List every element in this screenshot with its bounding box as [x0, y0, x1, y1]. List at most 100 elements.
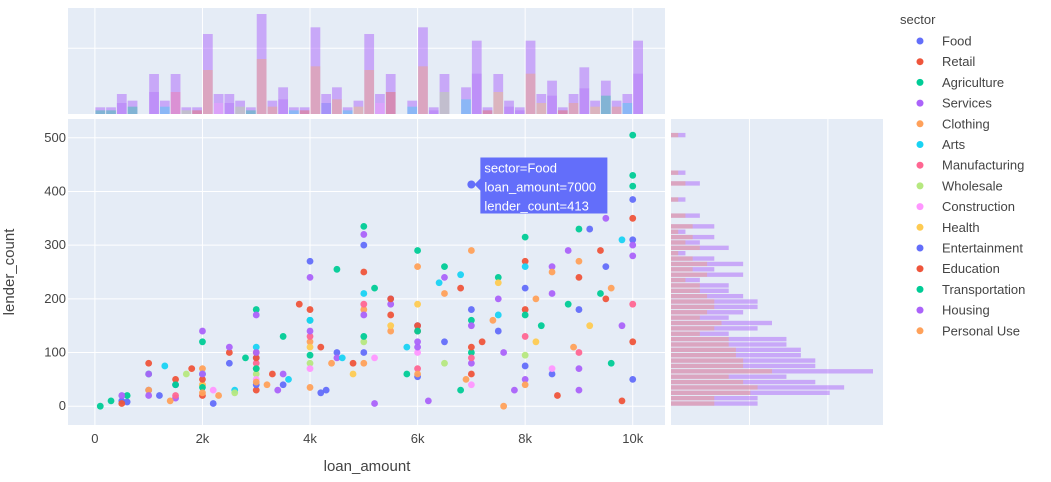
data-point — [575, 225, 583, 233]
histogram-bar — [671, 293, 708, 299]
data-point — [199, 389, 206, 397]
data-point — [295, 300, 303, 308]
legend-item-label: Entertainment — [942, 241, 1023, 256]
histogram-bar — [159, 100, 170, 114]
data-point — [360, 338, 368, 346]
histogram-bar — [547, 95, 557, 114]
data-point — [317, 389, 325, 397]
histogram-bar — [671, 267, 693, 272]
data-point — [225, 359, 233, 367]
histogram-bar — [671, 181, 686, 186]
histogram-bar — [671, 401, 715, 406]
histogram-bar — [671, 374, 729, 379]
histogram-bar — [671, 390, 751, 395]
histogram-bar — [579, 67, 590, 114]
data-point — [521, 284, 529, 292]
histogram-bar — [671, 288, 729, 293]
histogram-bar — [482, 107, 493, 114]
histogram-bar — [514, 110, 525, 114]
histogram-bar — [385, 74, 396, 114]
data-point — [209, 386, 217, 394]
x-tick-label: 8k — [518, 431, 532, 446]
histogram-bar — [439, 92, 450, 114]
data-point — [387, 322, 395, 330]
histogram-bar — [375, 94, 385, 114]
data-point — [172, 381, 179, 389]
histogram-bar — [170, 92, 181, 114]
hover-tooltip: sector=Food loan_amount=7000 lender_count=… — [467, 157, 608, 214]
legend-title: sector — [900, 12, 936, 27]
histogram-bar — [590, 100, 600, 114]
data-point — [414, 263, 421, 271]
histogram-bar — [671, 251, 679, 256]
data-point — [252, 370, 260, 378]
data-point — [199, 375, 206, 383]
histogram-bar — [256, 14, 267, 114]
data-point — [500, 349, 508, 356]
hover-line: sector=Food — [484, 160, 557, 175]
legend-marker — [916, 203, 924, 211]
data-point — [548, 268, 556, 276]
histogram-bar — [547, 80, 557, 114]
data-point — [252, 354, 260, 362]
histogram-bar — [671, 245, 729, 251]
data-point — [548, 365, 556, 373]
histogram-bar — [671, 261, 744, 267]
right-marginal-plot-area[interactable] — [671, 119, 883, 425]
data-point — [575, 306, 583, 313]
histogram-bar — [149, 74, 159, 114]
legend-marker — [916, 265, 924, 273]
data-point — [188, 365, 196, 373]
data-point — [435, 279, 443, 287]
data-point — [575, 349, 583, 356]
histogram-bar — [671, 395, 758, 401]
data-point — [629, 252, 637, 260]
histogram-bar — [568, 94, 579, 114]
data-point — [575, 386, 583, 394]
data-point — [306, 316, 314, 324]
data-point — [629, 241, 637, 249]
histogram-bar — [418, 27, 428, 114]
histogram-bar — [364, 34, 375, 114]
data-point — [349, 370, 357, 378]
histogram-bar — [289, 110, 299, 114]
data-point — [306, 359, 314, 367]
data-point — [537, 322, 545, 330]
histogram-bar — [181, 107, 192, 114]
histogram-bar — [671, 256, 693, 261]
data-point — [532, 295, 540, 303]
histogram-bar — [671, 224, 715, 229]
data-point — [521, 381, 529, 389]
x-tick-label: 2k — [196, 431, 210, 446]
data-point — [338, 354, 346, 362]
data-point — [252, 343, 260, 351]
data-point — [570, 343, 577, 351]
data-point — [489, 316, 497, 324]
histogram-bar — [671, 304, 758, 310]
y-tick-label: 300 — [44, 237, 66, 252]
data-point — [252, 311, 260, 319]
data-point — [494, 279, 502, 287]
data-point — [252, 349, 260, 356]
histogram-bar — [671, 385, 758, 390]
data-point — [333, 349, 341, 356]
data-point — [548, 263, 556, 271]
histogram-bar — [671, 390, 830, 395]
legend-item-label: Arts — [942, 137, 966, 152]
data-point — [252, 365, 260, 373]
legend-marker — [916, 37, 924, 45]
data-point — [306, 343, 314, 351]
data-point — [306, 333, 314, 340]
data-point — [521, 362, 529, 370]
data-point — [602, 295, 610, 303]
histogram-bar — [671, 347, 736, 353]
histogram-bar — [671, 299, 715, 304]
histogram-bar — [671, 326, 758, 331]
histogram-bar — [671, 385, 845, 390]
histogram-bar — [342, 110, 353, 114]
legend-item-label: Food — [942, 34, 972, 49]
data-point — [387, 311, 395, 319]
histogram-bar — [428, 110, 439, 114]
data-point — [322, 386, 330, 394]
data-point — [607, 359, 615, 367]
